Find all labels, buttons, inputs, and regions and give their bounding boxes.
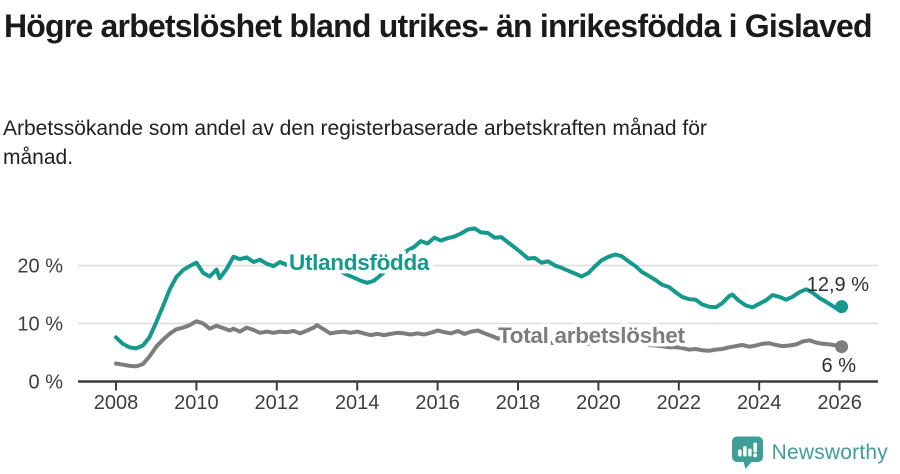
series-end-value-label: 6 % bbox=[822, 355, 857, 377]
x-axis-tick-label: 2008 bbox=[94, 392, 139, 414]
logo-bubble-shape bbox=[731, 436, 763, 469]
series-end-dot bbox=[835, 300, 849, 314]
series-inline-label-total: Total arbetslöshet bbox=[498, 323, 686, 348]
page-subtitle: Arbetssökande som andel av den registerb… bbox=[3, 117, 707, 169]
series-line-total bbox=[114, 319, 844, 369]
series-end-value-label: 12,9 % bbox=[807, 274, 869, 296]
brand-name: Newsworthy bbox=[771, 440, 888, 464]
x-axis-tick-label: 2014 bbox=[335, 392, 380, 414]
x-axis-tick-label: 2016 bbox=[415, 392, 460, 414]
x-axis-tick-label: 2024 bbox=[737, 392, 782, 414]
logo-barchart-glyph bbox=[737, 442, 757, 458]
x-axis-tick-label: 2010 bbox=[174, 392, 219, 414]
series-inline-label-utlandsfodda: Utlandsfödda bbox=[289, 250, 430, 275]
brand-footer: Newsworthy bbox=[731, 435, 888, 470]
series-end-dot bbox=[835, 340, 849, 354]
x-axis-tick-label: 2022 bbox=[657, 392, 702, 414]
x-axis-tick-label: 2020 bbox=[576, 392, 621, 414]
series-line-utlandsfodda bbox=[114, 226, 844, 351]
y-axis-tick-label: 10 % bbox=[17, 314, 63, 336]
newsworthy-logo-icon bbox=[731, 436, 763, 469]
y-axis-tick-label: 0 % bbox=[29, 372, 64, 394]
y-axis-tick-label: 20 % bbox=[17, 256, 63, 278]
x-axis-tick-label: 2018 bbox=[496, 392, 541, 414]
x-axis-tick-label: 2012 bbox=[255, 392, 300, 414]
page-title: Högre arbetslöshet bland utrikes- än inr… bbox=[4, 8, 873, 44]
x-axis-tick-label: 2026 bbox=[817, 392, 862, 414]
